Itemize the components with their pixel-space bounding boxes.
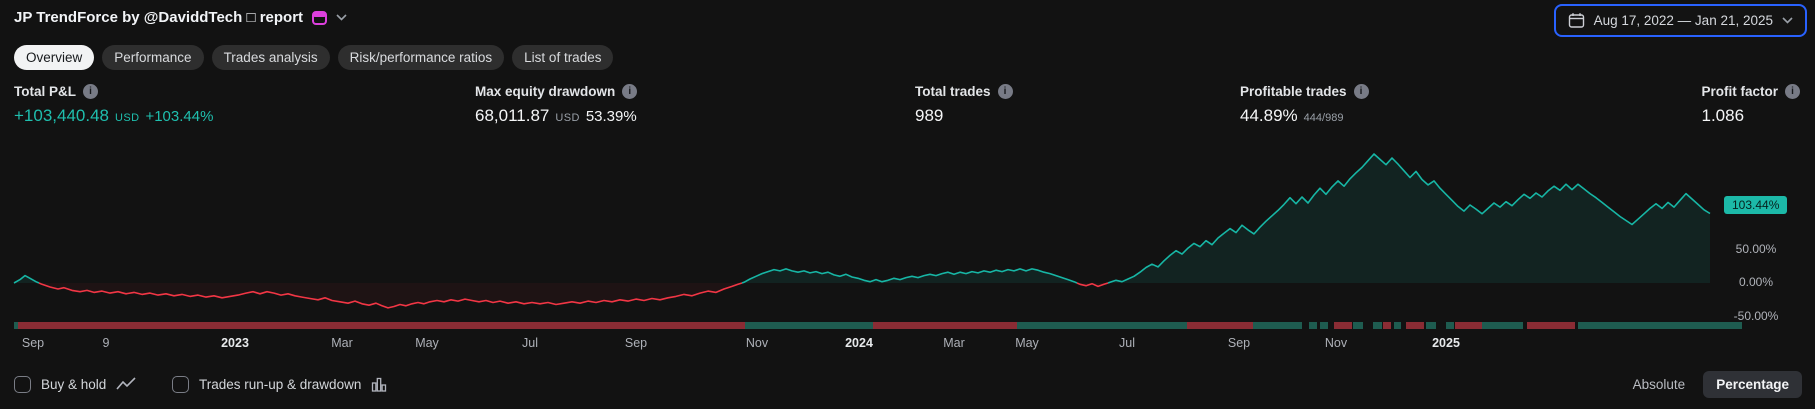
stat-label: Profitable trades <box>1240 84 1347 99</box>
stat-value: +103,440.48 <box>14 106 110 125</box>
chart-controls: Buy & hold Trades run-up & drawdown Abso… <box>0 368 1815 400</box>
trade-activity-segment <box>1373 322 1382 329</box>
trade-activity-segment <box>18 322 745 329</box>
trade-activity-segment <box>745 322 873 329</box>
stat-value: 44.89% <box>1240 106 1298 125</box>
stat-label: Profit factor <box>1701 84 1778 99</box>
equity-curve-line <box>741 268 1078 284</box>
trade-activity-segment <box>1426 322 1436 329</box>
stat-value: 68,011.87 <box>475 106 550 125</box>
absolute-option[interactable]: Absolute <box>1632 376 1686 392</box>
trade-activity-segment <box>1446 322 1454 329</box>
chevron-down-icon <box>1782 17 1793 24</box>
info-icon[interactable]: i <box>1353 84 1369 99</box>
info-icon[interactable]: i <box>997 84 1013 99</box>
stat-label: Total trades <box>915 84 991 99</box>
report-title: JP TrendForce by @DaviddTech □ report <box>14 9 304 26</box>
date-range-text: Aug 17, 2022 — Jan 21, 2025 <box>1593 13 1773 28</box>
stat-value: 989 <box>915 106 944 125</box>
trades-runup-drawdown-label: Trades run-up & drawdown <box>199 376 362 392</box>
buy-and-hold-toggle[interactable]: Buy & hold <box>14 368 137 400</box>
stat-max-equity-drawdown: Max equity drawdown i 68,011.87 USD 53.39% <box>475 84 638 126</box>
stat-value: 1.086 <box>1701 106 1745 125</box>
trade-activity-segment <box>1309 322 1317 329</box>
stat-unit: USD <box>115 112 140 124</box>
stat-label: Total P&L <box>14 84 76 99</box>
tab-overview[interactable]: Overview <box>14 45 95 70</box>
stat-unit: USD <box>555 112 580 124</box>
trade-activity-segment <box>1406 322 1424 329</box>
trade-activity-segment <box>1334 322 1352 329</box>
report-selector[interactable]: JP TrendForce by @DaviddTech □ report <box>14 9 347 26</box>
trades-runup-drawdown-toggle[interactable]: Trades run-up & drawdown <box>172 368 387 400</box>
trade-activity-segment <box>873 322 1017 329</box>
tab-list-of-trades[interactable]: List of trades <box>512 45 614 70</box>
stat-extra: 53.39% <box>585 108 637 125</box>
trade-activity-segment <box>1482 322 1523 329</box>
trade-activity-segment <box>1578 322 1742 329</box>
trade-activity-segment <box>1527 322 1575 329</box>
report-calendar-badge-icon <box>311 9 328 26</box>
buy-and-hold-label: Buy & hold <box>41 376 107 392</box>
stat-total-trades: Total trades i 989 <box>915 84 1013 126</box>
trade-activity-segment <box>1383 322 1391 329</box>
report-tabs: Overview Performance Trades analysis Risk/p… <box>14 45 614 70</box>
stat-extra: 444/989 <box>1303 112 1344 124</box>
equity-area <box>1108 154 1710 283</box>
equity-curve-line <box>1107 153 1711 284</box>
equity-curve-line <box>38 282 743 309</box>
line-chart-icon <box>116 377 137 391</box>
stat-extra: +103.44% <box>145 108 214 125</box>
tab-trades-analysis[interactable]: Trades analysis <box>211 45 330 70</box>
buy-and-hold-checkbox[interactable] <box>14 375 31 393</box>
stat-total-pnl: Total P&L i +103,440.48 USD +103.44% <box>14 84 213 126</box>
value-mode-toggle: Absolute Percentage <box>1633 368 1802 400</box>
tab-risk-performance-ratios[interactable]: Risk/performance ratios <box>337 45 505 70</box>
equity-area <box>14 275 39 283</box>
calendar-icon <box>1568 12 1585 29</box>
trade-activity-segment <box>14 322 18 329</box>
trade-activity-segment <box>1253 322 1302 329</box>
equity-area <box>39 283 742 308</box>
trade-activity-segment <box>1187 322 1253 329</box>
percentage-option[interactable]: Percentage <box>1703 370 1802 398</box>
trade-activity-segment <box>1320 322 1328 329</box>
trade-activity-segment <box>1394 322 1401 329</box>
chevron-down-icon <box>336 14 347 21</box>
equity-curve-line <box>1076 282 1109 288</box>
stat-label: Max equity drawdown <box>475 84 616 99</box>
info-icon[interactable]: i <box>622 84 638 99</box>
trade-activity-segment <box>1455 322 1482 329</box>
tab-performance[interactable]: Performance <box>102 45 204 70</box>
equity-area <box>742 268 1077 283</box>
equity-curve-line <box>13 274 40 284</box>
stat-profitable-trades: Profitable trades i 44.89% 444/989 <box>1240 84 1369 126</box>
trade-activity-segment <box>1353 322 1363 329</box>
date-range-picker[interactable]: Aug 17, 2022 — Jan 21, 2025 <box>1553 4 1807 37</box>
info-icon[interactable]: i <box>83 84 98 99</box>
info-icon[interactable]: i <box>1785 84 1800 99</box>
trade-activity-segment <box>1017 322 1187 329</box>
stat-profit-factor: Profit factor i 1.086 <box>1701 84 1800 126</box>
trades-runup-drawdown-checkbox[interactable] <box>172 375 189 393</box>
bar-chart-icon <box>371 377 387 392</box>
